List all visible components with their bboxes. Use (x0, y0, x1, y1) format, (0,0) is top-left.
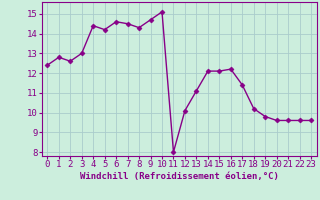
X-axis label: Windchill (Refroidissement éolien,°C): Windchill (Refroidissement éolien,°C) (80, 172, 279, 181)
